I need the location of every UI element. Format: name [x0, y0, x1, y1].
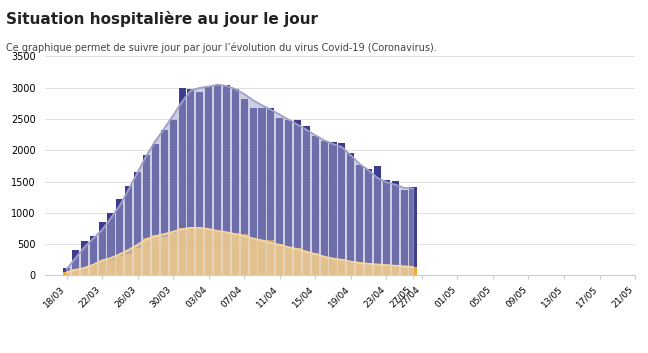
Bar: [303, 252, 310, 275]
Bar: [268, 240, 275, 275]
Bar: [383, 265, 390, 275]
Bar: [400, 267, 408, 275]
Bar: [63, 271, 70, 275]
Bar: [294, 248, 301, 275]
Text: Ce graphique permet de suivre jour par jour l’évolution du virus Covid-19 (Coron: Ce graphique permet de suivre jour par j…: [6, 42, 437, 53]
Bar: [259, 240, 266, 275]
Bar: [178, 228, 185, 275]
Bar: [356, 263, 364, 275]
Bar: [125, 186, 132, 275]
Bar: [134, 249, 141, 275]
Bar: [303, 126, 310, 275]
Bar: [81, 269, 88, 275]
Bar: [249, 108, 257, 275]
Text: Situation hospitalière au jour le jour: Situation hospitalière au jour le jour: [6, 11, 318, 26]
Bar: [365, 169, 372, 275]
Bar: [347, 154, 354, 275]
Bar: [294, 120, 301, 275]
Bar: [232, 89, 239, 275]
Bar: [223, 233, 230, 275]
Bar: [72, 250, 79, 275]
Bar: [338, 259, 345, 275]
Bar: [410, 267, 417, 275]
Bar: [125, 254, 132, 275]
Bar: [98, 222, 106, 275]
Bar: [356, 165, 364, 275]
Bar: [143, 155, 150, 275]
Bar: [143, 238, 150, 275]
Bar: [259, 108, 266, 275]
Bar: [152, 144, 159, 275]
Bar: [89, 236, 97, 275]
Bar: [187, 227, 194, 275]
Bar: [347, 263, 354, 275]
Bar: [321, 141, 328, 275]
Bar: [268, 108, 275, 275]
Bar: [178, 88, 185, 275]
Bar: [240, 99, 248, 275]
Bar: [196, 92, 203, 275]
Bar: [117, 199, 123, 275]
Bar: [81, 241, 88, 275]
Bar: [312, 136, 319, 275]
Bar: [89, 266, 97, 275]
Bar: [134, 172, 141, 275]
Bar: [391, 181, 399, 275]
Bar: [400, 190, 408, 275]
Bar: [205, 230, 213, 275]
Bar: [214, 232, 221, 275]
Bar: [161, 130, 168, 275]
Bar: [329, 142, 336, 275]
Bar: [161, 237, 168, 275]
Bar: [232, 233, 239, 275]
Bar: [285, 249, 292, 275]
Bar: [312, 253, 319, 275]
Bar: [249, 238, 257, 275]
Bar: [187, 89, 194, 275]
Bar: [329, 259, 336, 275]
Bar: [240, 234, 248, 275]
Bar: [223, 85, 230, 275]
Bar: [214, 85, 221, 275]
Bar: [72, 269, 79, 275]
Bar: [383, 180, 390, 275]
Bar: [170, 120, 177, 275]
Bar: [374, 264, 381, 275]
Bar: [338, 143, 345, 275]
Bar: [285, 120, 292, 275]
Bar: [108, 260, 115, 275]
Bar: [410, 186, 417, 275]
Bar: [276, 118, 283, 275]
Bar: [196, 229, 203, 275]
Bar: [98, 261, 106, 275]
Bar: [321, 257, 328, 275]
Bar: [374, 166, 381, 275]
Bar: [205, 86, 213, 275]
Bar: [391, 266, 399, 275]
Bar: [117, 256, 123, 275]
Bar: [276, 244, 283, 275]
Bar: [170, 233, 177, 275]
Bar: [63, 268, 70, 275]
Bar: [108, 213, 115, 275]
Bar: [365, 263, 372, 275]
Bar: [152, 235, 159, 275]
